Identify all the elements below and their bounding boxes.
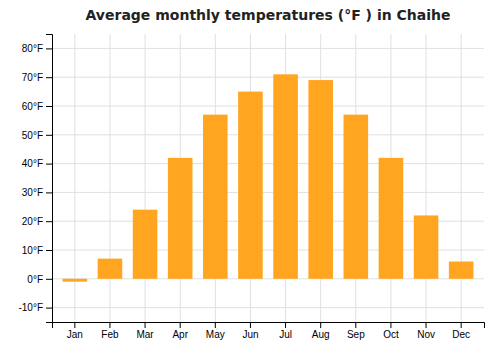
- y-tick: -10°F: [18, 302, 52, 313]
- y-grid-line: [52, 307, 484, 308]
- x-tick-mark: [109, 322, 110, 328]
- x-tick-label: Apr: [172, 329, 188, 340]
- y-tick-label: 30°F: [22, 187, 43, 198]
- y-tick-mark: [46, 279, 52, 280]
- y-grid-line: [52, 192, 484, 193]
- y-tick: 10°F: [22, 245, 52, 256]
- x-tick-mark: [390, 322, 391, 328]
- y-tick-mark: [46, 308, 52, 309]
- x-tick: Jun: [242, 322, 258, 340]
- bar: [344, 115, 369, 279]
- y-grid-line: [52, 48, 484, 49]
- y-axis: -10°F 0°F 10°F 20°F 30°F 40°F 50°F 60°F 70°F 80°F: [18, 35, 52, 323]
- y-tick-label: 10°F: [22, 245, 43, 256]
- x-tick: Sep: [347, 322, 365, 340]
- y-tick-mark: [46, 106, 52, 107]
- y-tick: 60°F: [22, 101, 52, 112]
- x-tick-label: Jul: [279, 329, 292, 340]
- y-tick: 50°F: [22, 130, 52, 141]
- y-tick-label: 80°F: [22, 43, 43, 54]
- bar: [414, 215, 439, 278]
- x-tick: Jan: [67, 322, 83, 340]
- x-tick-mark: [355, 322, 356, 328]
- y-tick: 70°F: [22, 72, 52, 83]
- y-tick-mark: [46, 192, 52, 193]
- y-tick-mark: [46, 48, 52, 49]
- x-tick-label: Oct: [383, 329, 399, 340]
- x-tick: Aug: [312, 322, 330, 340]
- y-tick-mark: [46, 77, 52, 78]
- y-tick-label: 0°F: [27, 274, 43, 285]
- y-tick: 30°F: [22, 187, 52, 198]
- x-tick: Dec: [452, 322, 470, 340]
- bar: [379, 158, 404, 279]
- x-tick-label: Jan: [67, 329, 83, 340]
- x-tick-label: Nov: [417, 329, 435, 340]
- y-tick: 80°F: [22, 43, 52, 54]
- grid: [52, 34, 484, 322]
- y-tick-mark: [46, 164, 52, 165]
- x-tick-label: May: [206, 329, 225, 340]
- bar: [133, 210, 158, 279]
- bar: [203, 115, 228, 279]
- x-axis-line: [53, 323, 485, 329]
- y-tick-label: 70°F: [22, 72, 43, 83]
- y-tick-mark: [46, 250, 52, 251]
- x-tick: Nov: [417, 322, 435, 340]
- x-tick-mark: [74, 322, 75, 328]
- chart: Jan Feb Mar Apr May Jun Jul Aug Sep Oct Nov Dec -10°…: [0, 0, 500, 350]
- x-tick: Jul: [279, 322, 292, 340]
- y-tick-label: 20°F: [22, 216, 43, 227]
- x-tick: Mar: [136, 322, 154, 340]
- y-tick-mark: [46, 135, 52, 136]
- y-grid-line: [52, 106, 484, 107]
- y-tick: 0°F: [27, 274, 52, 285]
- title: Average monthly temperatures (°F ) in Ch…: [86, 7, 451, 23]
- bar: [449, 262, 474, 279]
- x-axis: Jan Feb Mar Apr May Jun Jul Aug Sep Oct Nov Dec: [53, 322, 485, 340]
- y-axis-line: [46, 35, 53, 323]
- bar: [273, 74, 298, 278]
- y-tick-label: 50°F: [22, 130, 43, 141]
- bar: [308, 80, 333, 279]
- x-tick: Apr: [172, 322, 188, 340]
- x-tick-mark: [250, 322, 251, 328]
- y-tick: 20°F: [22, 216, 52, 227]
- x-tick-mark: [285, 322, 286, 328]
- x-tick: May: [206, 322, 225, 340]
- y-grid-line: [52, 77, 484, 78]
- x-tick-label: Dec: [452, 329, 470, 340]
- bar: [238, 92, 263, 279]
- x-tick-mark: [215, 322, 216, 328]
- y-tick-label: 60°F: [22, 101, 43, 112]
- x-tick: Feb: [101, 322, 119, 340]
- x-grid-line: [74, 34, 75, 322]
- x-tick-label: Jun: [242, 329, 258, 340]
- x-tick-label: Feb: [101, 329, 119, 340]
- y-tick-mark: [46, 221, 52, 222]
- y-grid-line: [52, 134, 484, 135]
- x-tick-mark: [180, 322, 181, 328]
- x-tick-label: Mar: [136, 329, 154, 340]
- plot-area: Jan Feb Mar Apr May Jun Jul Aug Sep Oct Nov Dec -10°…: [18, 34, 484, 340]
- x-tick: Oct: [383, 322, 399, 340]
- bar: [98, 259, 123, 279]
- x-tick-mark: [320, 322, 321, 328]
- x-tick-mark: [145, 322, 146, 328]
- bars: [63, 74, 474, 281]
- y-tick-label: -10°F: [18, 302, 43, 313]
- y-grid-line: [52, 163, 484, 164]
- y-tick: 40°F: [22, 158, 52, 169]
- x-tick-mark: [426, 322, 427, 328]
- x-tick-label: Sep: [347, 329, 365, 340]
- bar: [63, 279, 88, 282]
- x-tick-label: Aug: [312, 329, 330, 340]
- x-tick-mark: [461, 322, 462, 328]
- bar: [168, 158, 193, 279]
- y-tick-label: 40°F: [22, 158, 43, 169]
